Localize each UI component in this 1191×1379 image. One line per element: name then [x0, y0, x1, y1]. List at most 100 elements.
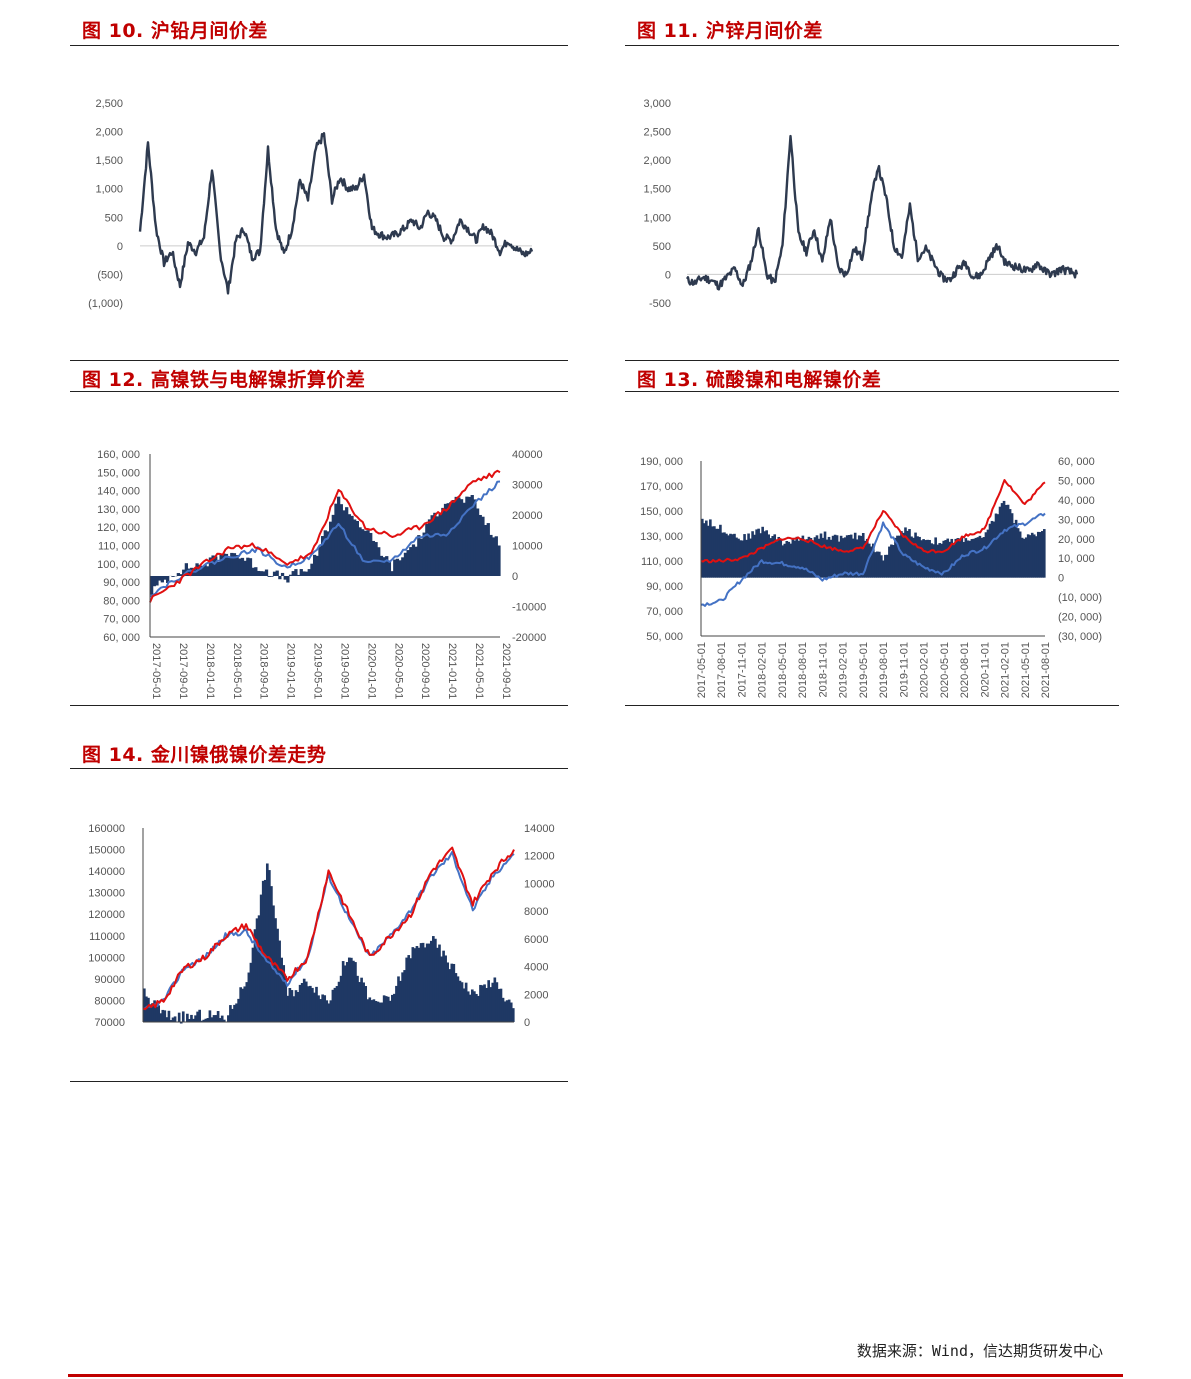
chart13-xtick: 2020-11-01 — [979, 642, 991, 697]
chart12-bar — [361, 529, 365, 576]
chart14-bar — [368, 997, 372, 1022]
chart13-bar — [779, 538, 783, 578]
chart14-bar — [403, 970, 406, 1022]
chart10-panel: 图 10. 沪铅月间价差 2,500 2,000 1,500 1,000 500 0 (50… — [70, 16, 568, 346]
chart13-bar — [769, 538, 773, 578]
chart13-ytick: 190, 000 — [640, 456, 683, 468]
chart13-bar — [809, 537, 813, 578]
chart14-bar — [432, 936, 435, 1022]
chart12-bar — [497, 545, 501, 576]
chart13-bar — [878, 551, 881, 578]
chart14-bar — [505, 1000, 509, 1022]
chart12-bar — [214, 556, 218, 576]
chart11-ytick: 0 — [665, 269, 671, 281]
chart13-bar — [1000, 503, 1004, 578]
chart14-bar — [429, 940, 433, 1022]
chart12-bar — [307, 569, 311, 576]
chart12-bar — [288, 574, 293, 576]
chart12-bar — [320, 536, 325, 576]
chart13-bar — [1032, 534, 1036, 578]
chart11-ytick: 2,000 — [643, 155, 671, 167]
chart12-bar — [232, 553, 237, 576]
chart13-xtick: 2019-05-01 — [858, 642, 870, 698]
chart13-bar — [954, 538, 958, 578]
chart13-bar — [725, 533, 728, 578]
chart14-bar — [364, 986, 368, 1022]
chart13-bar — [890, 544, 893, 578]
chart12-ytick: 160, 000 — [97, 449, 140, 461]
chart13-y2tick: (20, 000) — [1058, 612, 1102, 624]
chart12-y2tick: -20000 — [512, 632, 546, 644]
chart13-bar — [765, 530, 768, 578]
chart14-bar — [253, 929, 257, 1022]
chart13-bar — [851, 538, 855, 578]
chart12-bar — [411, 544, 416, 576]
chart14-bar — [395, 985, 398, 1022]
chart13-bar — [763, 531, 766, 578]
chart13-bar — [741, 540, 744, 578]
chart12-bar — [339, 504, 343, 576]
chart13-bar — [803, 541, 807, 578]
chart14-bar — [179, 1022, 183, 1024]
chart14-bar — [200, 1020, 204, 1022]
chart12-bar — [264, 569, 269, 576]
chart12-bar — [275, 570, 279, 576]
chart14-bar — [159, 1013, 163, 1022]
chart12-bar — [422, 532, 426, 576]
chart13-bar — [966, 540, 970, 578]
chart13-bar — [717, 528, 720, 578]
chart12-xtick: 2017-09-01 — [177, 643, 189, 699]
chart13-bar — [773, 534, 777, 578]
chart12-ytick: 90, 000 — [103, 577, 140, 589]
chart13-bar — [922, 539, 925, 578]
chart14-bar — [507, 999, 511, 1022]
chart13-bar — [986, 529, 990, 578]
chart14-ytick: 130000 — [88, 888, 125, 900]
chart13-bar — [729, 533, 732, 578]
chart12-bar — [494, 536, 498, 576]
chart14-bar — [333, 987, 337, 1022]
chart12-bar — [176, 573, 180, 576]
chart12-bar — [483, 525, 488, 576]
chart12-bar — [302, 571, 306, 576]
chart13-bar — [964, 538, 968, 578]
chart12-bar — [224, 553, 229, 576]
chart13-bar — [930, 543, 933, 578]
chart14-bar — [190, 1014, 193, 1022]
chart13-bar — [837, 541, 841, 578]
chart13-xtick: 2018-02-01 — [757, 642, 769, 698]
chart14-bar — [227, 1015, 230, 1022]
chart13-bar — [1034, 536, 1038, 578]
chart14-bar — [169, 1020, 173, 1022]
chart13-bar — [968, 540, 972, 578]
chart13-y2tick: (10, 000) — [1058, 592, 1102, 604]
chart14-bar — [222, 1019, 226, 1022]
chart14-bar — [247, 972, 251, 1022]
chart10-ytick: 2,000 — [95, 127, 123, 139]
chart13-bar — [892, 545, 895, 578]
chart14-bar — [194, 1015, 197, 1022]
chart13-bar — [942, 540, 946, 578]
chart14-bar — [438, 944, 441, 1022]
chart13-bar — [934, 537, 937, 578]
chart12-xtick: 2020-09-01 — [419, 643, 431, 699]
chart14-bar — [417, 947, 421, 1022]
chart13-y2tick: (30, 000) — [1058, 631, 1102, 643]
chart14-bar — [384, 996, 388, 1022]
chart14-bar — [212, 1015, 216, 1022]
chart14-bar — [464, 982, 468, 1022]
chart13-bar — [797, 540, 801, 578]
chart13-xtick: 2021-05-01 — [1020, 642, 1032, 698]
chart14-bar — [354, 962, 357, 1022]
chart10-title: 图 10. 沪铅月间价差 — [82, 20, 268, 42]
chart14-bar — [446, 962, 450, 1022]
chart12-bar — [403, 552, 408, 576]
chart14-bar — [374, 1001, 378, 1022]
chart14-ytick: 90000 — [94, 974, 125, 986]
chart12-bar — [414, 546, 418, 576]
chart12-top-rule — [70, 360, 568, 361]
chart14-bar — [399, 980, 402, 1022]
chart12-bar — [438, 512, 442, 576]
chart13-bar — [757, 528, 760, 578]
chart12-ytick: 60, 000 — [103, 632, 140, 644]
